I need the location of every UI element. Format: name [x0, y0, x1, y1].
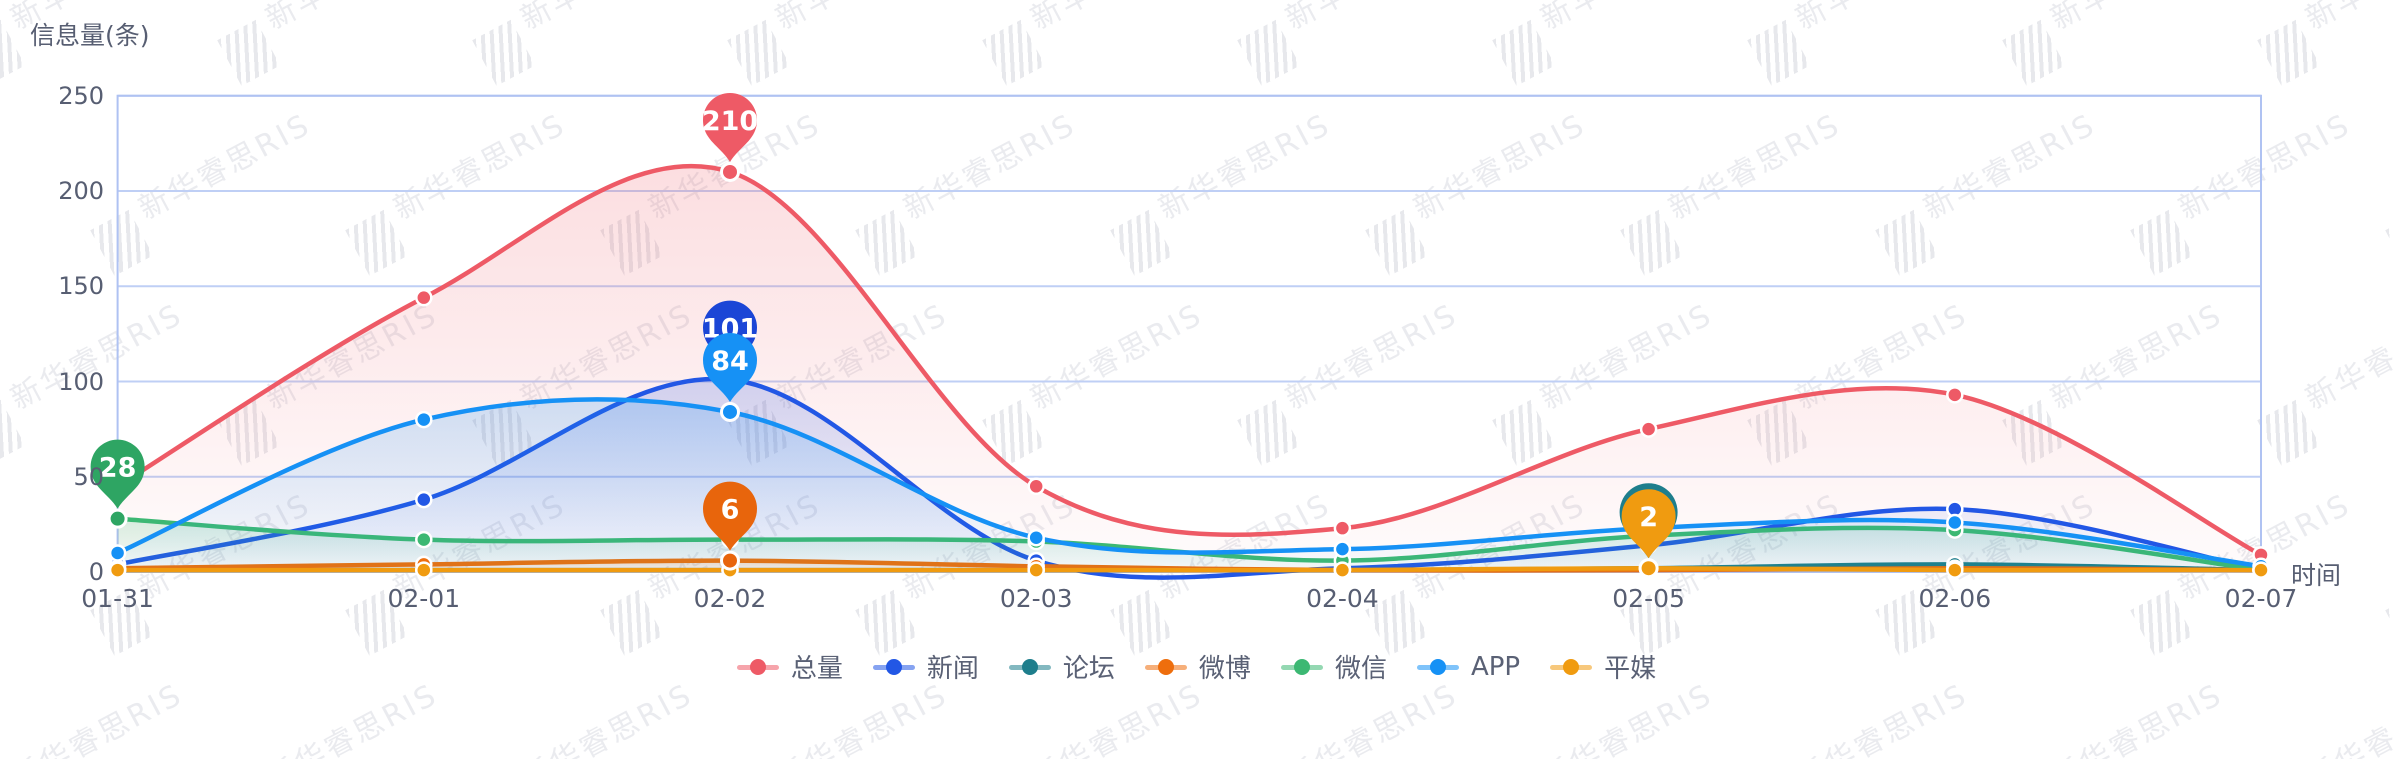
- legend-label: APP: [1470, 651, 1521, 682]
- legend-item-6[interactable]: 平媒: [1550, 648, 1656, 685]
- series-dot-0-4: [1333, 519, 1352, 537]
- series-area-5: [117, 399, 2261, 572]
- y-axis-tick: 50: [73, 462, 104, 491]
- series-dot-6-3: [1027, 561, 1045, 579]
- pin-微博-02-02: [703, 481, 757, 551]
- y-axis-tick: 200: [58, 177, 104, 205]
- series-dot-6-4: [1333, 561, 1352, 579]
- legend-item-5[interactable]: APP: [1416, 651, 1521, 682]
- x-axis-tick: 02-01: [387, 584, 461, 613]
- pin-label-微博: 6: [721, 495, 740, 526]
- legend-label: 微信: [1334, 654, 1387, 684]
- series-dot-5-3: [1027, 528, 1045, 547]
- series-line-0: [115, 164, 2264, 558]
- y-axis-tick: 100: [58, 367, 104, 396]
- x-axis-tick: 02-03: [999, 584, 1073, 613]
- series-dot-5-6: [1946, 513, 1964, 532]
- legend-item-1[interactable]: 新闻: [872, 648, 979, 685]
- series-dot-0-6: [1946, 386, 1964, 404]
- x-axis-tick: 02-04: [1306, 584, 1379, 613]
- legend-label: 微博: [1198, 654, 1251, 684]
- pin-dot-平媒: [1638, 558, 1659, 579]
- pin-平媒-02-05: [1621, 489, 1676, 559]
- series-dot-4-1: [415, 530, 433, 549]
- series-line-5: [115, 397, 2264, 569]
- pin-label-总量: 210: [702, 106, 758, 137]
- legend: 总量 新闻 论坛 微博 微信 APP 平媒: [0, 648, 2393, 685]
- y-axis-tick: 0: [88, 558, 104, 586]
- legend-item-2[interactable]: 论坛: [1008, 648, 1115, 685]
- legend-item-3[interactable]: 微博: [1144, 648, 1251, 685]
- series-dot-1-1: [415, 490, 433, 509]
- series-dot-0-3: [1027, 477, 1045, 496]
- pin-dot-APP: [720, 401, 740, 422]
- legend-marker-icon: [736, 658, 779, 675]
- pin-dot-总量: [720, 161, 740, 182]
- series-dot-6-7: [2252, 561, 2270, 579]
- legend-label: 平媒: [1604, 654, 1657, 684]
- series-dot-6-1: [415, 561, 433, 579]
- legend-item-0[interactable]: 总量: [736, 648, 843, 685]
- pin-label-APP: 84: [711, 346, 749, 377]
- legend-item-4[interactable]: 微信: [1280, 648, 1387, 685]
- series-dot-5-0: [108, 544, 127, 562]
- pin-label-微信: 28: [99, 453, 137, 484]
- pin-dot-微信: [107, 508, 128, 529]
- pin-label-平媒: 2: [1639, 502, 1658, 533]
- x-axis-tick: 02-05: [1612, 584, 1685, 613]
- legend-label: 论坛: [1062, 654, 1115, 684]
- x-axis-tick: 01-31: [81, 584, 154, 613]
- x-axis-tick: 02-06: [1918, 584, 1992, 613]
- legend-marker-icon: [1550, 658, 1593, 675]
- pin-APP-02-02: [703, 332, 757, 402]
- pin-总量-02-02: [703, 92, 757, 162]
- y-axis-tick: 250: [58, 81, 104, 110]
- legend-label: 新闻: [926, 654, 979, 684]
- series-dot-0-5: [1639, 420, 1658, 438]
- series-dot-5-1: [415, 410, 433, 429]
- legend-marker-icon: [1416, 658, 1459, 675]
- x-axis-tick: 02-02: [693, 584, 767, 613]
- x-axis-title: 时间: [2291, 561, 2342, 590]
- legend-label: 总量: [790, 654, 843, 684]
- series-dot-0-1: [415, 288, 433, 307]
- x-axis-tick: 02-07: [2224, 584, 2298, 613]
- legend-marker-icon: [1144, 658, 1187, 675]
- series-dot-5-4: [1333, 540, 1352, 558]
- series-line-6: [115, 565, 2264, 573]
- legend-marker-icon: [1280, 658, 1323, 675]
- series-dot-6-0: [108, 561, 127, 579]
- series-dot-6-6: [1946, 561, 1964, 579]
- legend-marker-icon: [1008, 658, 1051, 675]
- pin-dot-微博: [720, 550, 740, 571]
- y-axis-title: 信息量(条): [30, 21, 150, 50]
- legend-marker-icon: [872, 658, 915, 675]
- y-axis-tick: 150: [58, 272, 104, 301]
- pin-微信-01-31: [90, 439, 145, 509]
